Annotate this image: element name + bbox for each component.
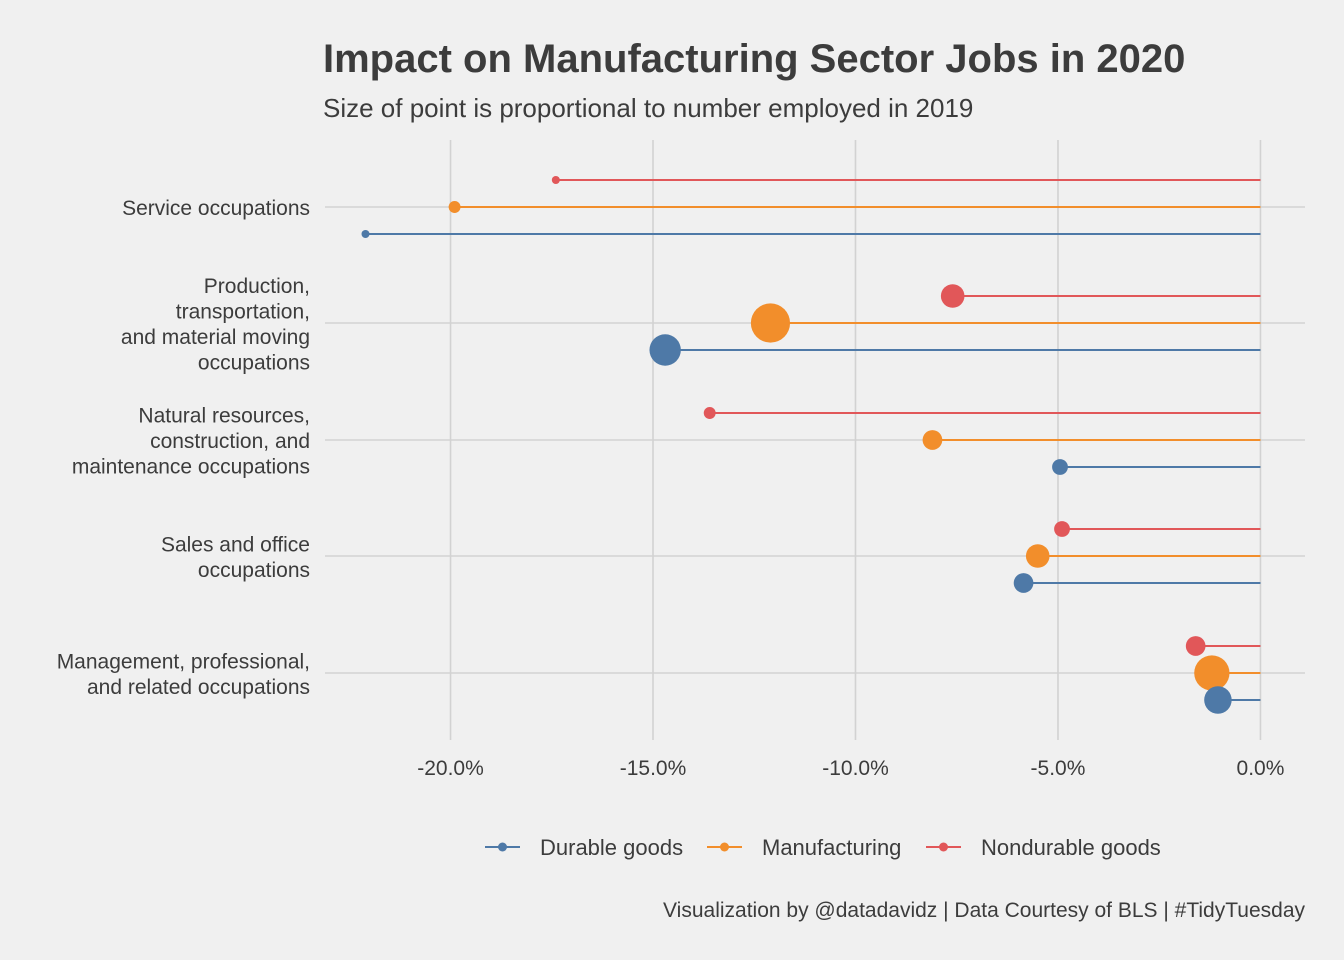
lollipop-point-durable-goods bbox=[1013, 573, 1034, 593]
lollipop-point-nondurable-goods bbox=[940, 284, 965, 308]
lollipop-point-durable-goods bbox=[649, 334, 681, 366]
x-tick-label: -5.0% bbox=[1031, 757, 1086, 780]
lollipop-point-manufacturing bbox=[448, 201, 461, 213]
category-label: Management, professional, and related occ… bbox=[57, 650, 310, 699]
lollipop-point-manufacturing bbox=[750, 303, 791, 343]
category-label: Production, transportation, and material m… bbox=[121, 275, 310, 375]
marks-layer bbox=[361, 176, 1261, 714]
lollipop-point-manufacturing bbox=[1194, 655, 1230, 691]
x-tick-label: 0.0% bbox=[1237, 757, 1285, 780]
chart-subtitle: Size of point is proportional to number … bbox=[323, 93, 973, 123]
lollipop-point-manufacturing bbox=[1025, 544, 1050, 568]
legend-label-nondurable-goods: Nondurable goods bbox=[981, 835, 1161, 860]
category-label: Natural resources, construction, and maint… bbox=[72, 405, 310, 479]
legend-key-point-durable-goods bbox=[498, 842, 507, 852]
category-labels: Service occupations Production, transporta… bbox=[57, 197, 310, 699]
lollipop-point-manufacturing bbox=[922, 430, 943, 450]
chart-title: Impact on Manufacturing Sector Jobs in 2… bbox=[323, 37, 1185, 81]
chart-caption: Visualization by @datadavidz | Data Cour… bbox=[663, 899, 1305, 922]
lollipop-point-nondurable-goods bbox=[1185, 636, 1206, 656]
x-tick-label: -10.0% bbox=[822, 757, 889, 780]
lollipop-point-nondurable-goods bbox=[703, 407, 716, 419]
x-tick-label: -15.0% bbox=[620, 757, 687, 780]
lollipop-point-durable-goods bbox=[1204, 686, 1232, 714]
category-label: Sales and office occupations bbox=[161, 533, 310, 582]
legend: Durable goods Manufacturing Nondurable goo… bbox=[485, 835, 1161, 860]
legend-key-point-nondurable-goods bbox=[939, 842, 948, 852]
legend-label-durable-goods: Durable goods bbox=[540, 835, 683, 860]
legend-key-point-manufacturing bbox=[720, 842, 729, 852]
category-label: Service occupations bbox=[122, 197, 310, 220]
lollipop-point-nondurable-goods bbox=[551, 176, 560, 184]
x-tick-label: -20.0% bbox=[417, 757, 484, 780]
lollipop-point-nondurable-goods bbox=[1054, 521, 1070, 537]
lollipop-point-durable-goods bbox=[1052, 459, 1068, 475]
lollipop-point-durable-goods bbox=[361, 230, 370, 238]
x-axis-tick-labels: -20.0% -15.0% -10.0% -5.0% 0.0% bbox=[417, 757, 1284, 780]
legend-label-manufacturing: Manufacturing bbox=[762, 835, 901, 860]
